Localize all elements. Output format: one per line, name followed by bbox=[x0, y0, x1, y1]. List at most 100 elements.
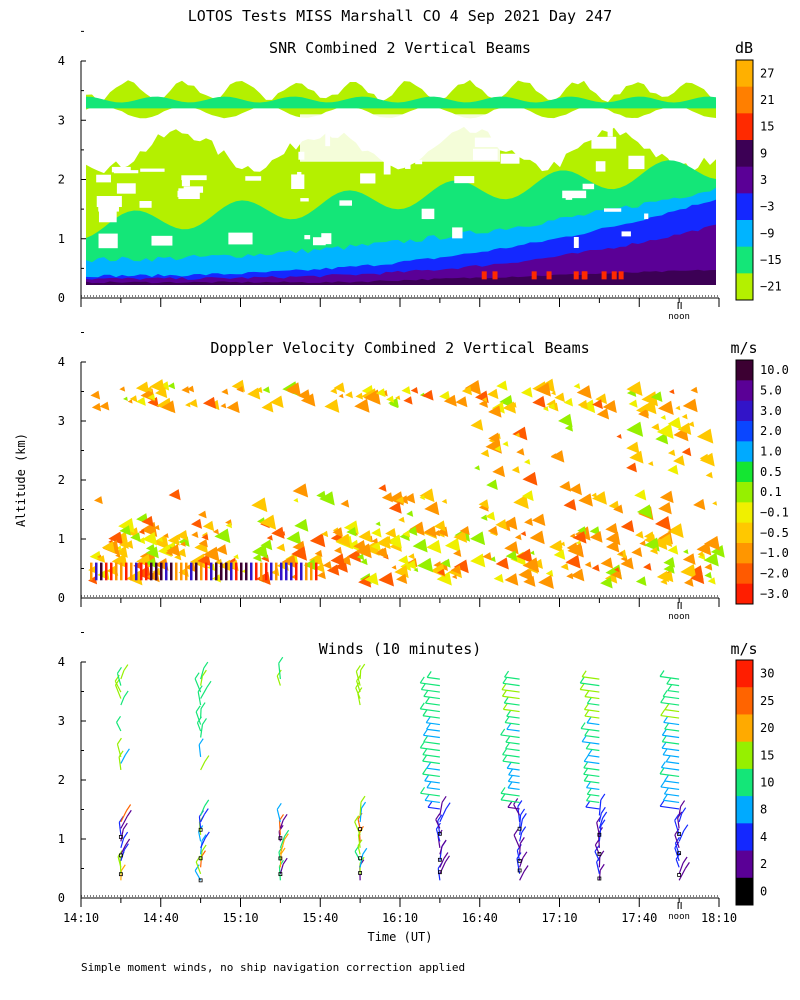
doppler-cell bbox=[453, 559, 469, 574]
snr-colorbar: dB 27 21 15 9 3 −3 −9 −15 −21 bbox=[735, 39, 782, 301]
colorbar-swatch bbox=[736, 543, 753, 564]
wind-barb bbox=[359, 802, 362, 816]
doppler-cell bbox=[346, 539, 360, 551]
doppler-cell bbox=[203, 546, 220, 562]
wind-barb bbox=[116, 743, 122, 758]
colorbar-label: 2.0 bbox=[760, 424, 782, 438]
wind-barb bbox=[503, 708, 520, 713]
wind-barb bbox=[426, 722, 440, 726]
doppler-cell bbox=[563, 397, 574, 407]
doppler-cell bbox=[640, 399, 657, 415]
colorbar-label: 0.5 bbox=[760, 465, 782, 479]
wind-barb bbox=[198, 816, 202, 829]
wind-barb bbox=[421, 688, 440, 693]
doppler-cell bbox=[649, 547, 658, 555]
calm-marker bbox=[198, 878, 203, 883]
x-tick-label: 14:10 bbox=[63, 911, 99, 925]
doppler-cell bbox=[354, 398, 370, 413]
wind-barb bbox=[439, 845, 443, 855]
doppler-cell bbox=[532, 395, 546, 409]
doppler-cell bbox=[123, 540, 134, 549]
doppler-cell bbox=[605, 531, 621, 546]
colorbar-label: 15 bbox=[760, 748, 774, 762]
doppler-cell bbox=[459, 526, 470, 536]
wind-barb bbox=[664, 780, 680, 784]
wind-barb bbox=[584, 760, 600, 765]
doppler-cell bbox=[181, 386, 190, 394]
doppler-cell bbox=[644, 531, 655, 541]
colorbar-label: −0.5 bbox=[760, 526, 789, 540]
doppler-cell bbox=[559, 541, 565, 547]
doppler-cell bbox=[129, 395, 138, 403]
wind-barb bbox=[580, 688, 600, 693]
doppler-cell bbox=[99, 401, 110, 411]
wind-barb bbox=[116, 673, 122, 686]
wind-barb bbox=[667, 689, 680, 693]
y-tick-label: 1 bbox=[58, 232, 65, 246]
calm-marker bbox=[517, 868, 522, 873]
wind-barb bbox=[582, 741, 600, 745]
wind-barb bbox=[357, 834, 361, 848]
doppler-cell bbox=[269, 395, 284, 409]
doppler-cell bbox=[565, 554, 581, 569]
wind-barb bbox=[678, 806, 682, 816]
wind-barb bbox=[674, 843, 680, 855]
doppler-cell bbox=[252, 543, 268, 559]
wind-barb bbox=[120, 837, 125, 849]
wind-barb bbox=[422, 773, 440, 778]
wind-barb bbox=[120, 844, 127, 855]
doppler-cell bbox=[202, 520, 215, 532]
doppler-cell bbox=[363, 389, 381, 405]
doppler-cell bbox=[487, 388, 499, 400]
colorbar-label: −0.1 bbox=[760, 506, 789, 520]
doppler-cell bbox=[596, 408, 610, 420]
doppler-cell bbox=[333, 382, 345, 393]
doppler-cell bbox=[681, 413, 688, 420]
colorbar-unit: dB bbox=[735, 39, 753, 57]
doppler-cell bbox=[395, 395, 401, 401]
doppler-cell bbox=[667, 417, 682, 430]
wind-barb bbox=[276, 809, 281, 823]
doppler-cell bbox=[115, 545, 122, 551]
y-tick-label: 4 bbox=[58, 355, 65, 369]
doppler-cell bbox=[703, 535, 721, 551]
doppler-cell bbox=[658, 400, 674, 416]
wind-barb bbox=[678, 862, 684, 875]
doppler-cell bbox=[620, 557, 634, 570]
doppler-cell bbox=[675, 405, 681, 411]
doppler-cell bbox=[408, 553, 415, 560]
colorbar-swatch bbox=[736, 461, 753, 483]
footnote: Simple moment winds, no ship navigation … bbox=[81, 961, 465, 974]
doppler-cell bbox=[441, 498, 448, 504]
colorbar-swatch bbox=[736, 441, 753, 463]
doppler-cell bbox=[677, 422, 692, 436]
doppler-cell bbox=[401, 386, 411, 395]
doppler-cell bbox=[504, 541, 519, 555]
wind-barb bbox=[664, 793, 680, 797]
doppler-cell bbox=[364, 572, 379, 586]
wind-barb bbox=[200, 837, 206, 849]
wind-barb bbox=[500, 799, 520, 804]
calm-marker bbox=[437, 857, 442, 862]
doppler-cell bbox=[309, 533, 326, 548]
doppler-cell bbox=[480, 449, 490, 458]
doppler-cell bbox=[634, 489, 647, 501]
doppler-cell bbox=[319, 491, 335, 506]
doppler-cell bbox=[138, 529, 145, 535]
doppler-cell bbox=[699, 453, 710, 463]
doppler-cell bbox=[570, 568, 585, 582]
wind-barb bbox=[426, 787, 440, 791]
wind-barb bbox=[194, 678, 202, 693]
doppler-cell bbox=[201, 533, 209, 541]
doppler-cell bbox=[513, 494, 529, 510]
wind-barb bbox=[583, 767, 600, 771]
wind-barb bbox=[357, 845, 361, 855]
wind-barb bbox=[420, 682, 440, 687]
doppler-cell bbox=[280, 531, 286, 536]
wind-barb bbox=[198, 744, 202, 758]
doppler-cell bbox=[493, 573, 504, 583]
doppler-cell bbox=[221, 388, 229, 395]
noon-label: noon bbox=[668, 912, 690, 922]
wind-barb bbox=[660, 714, 680, 719]
doppler-cell bbox=[667, 449, 676, 457]
